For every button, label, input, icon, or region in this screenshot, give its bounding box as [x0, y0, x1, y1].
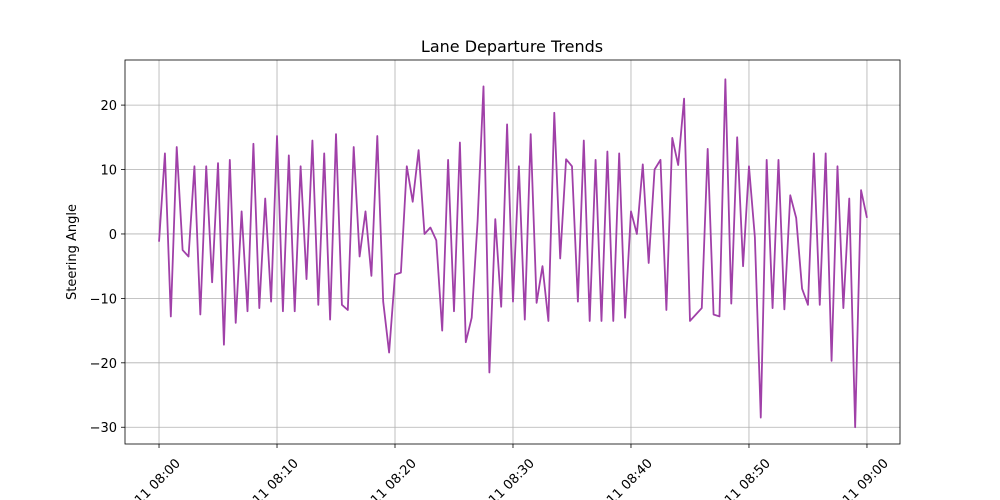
y-tick-label: 20 — [100, 99, 117, 114]
plot-frame — [124, 59, 901, 445]
y-tick-label: −30 — [90, 421, 117, 436]
chart-title: Lane Departure Trends — [421, 37, 603, 56]
y-tick-label: 0 — [109, 228, 117, 243]
x-tick-label: 11 08:30 — [486, 456, 538, 500]
y-axis-label: Steering Angle — [65, 204, 80, 300]
data-line — [158, 78, 868, 429]
x-tick-label: 11 08:20 — [368, 456, 420, 500]
x-tick-label: 11 08:50 — [722, 456, 774, 500]
y-tick-label: 10 — [100, 164, 117, 179]
y-tick-label: −10 — [90, 292, 117, 307]
x-tick-label: 11 08:40 — [604, 456, 656, 500]
x-tick-label: 11 09:00 — [840, 456, 892, 500]
x-tick-label: 11 08:00 — [132, 456, 184, 500]
x-tick-label: 11 08:10 — [250, 456, 302, 500]
y-tick-label: −20 — [90, 357, 117, 372]
